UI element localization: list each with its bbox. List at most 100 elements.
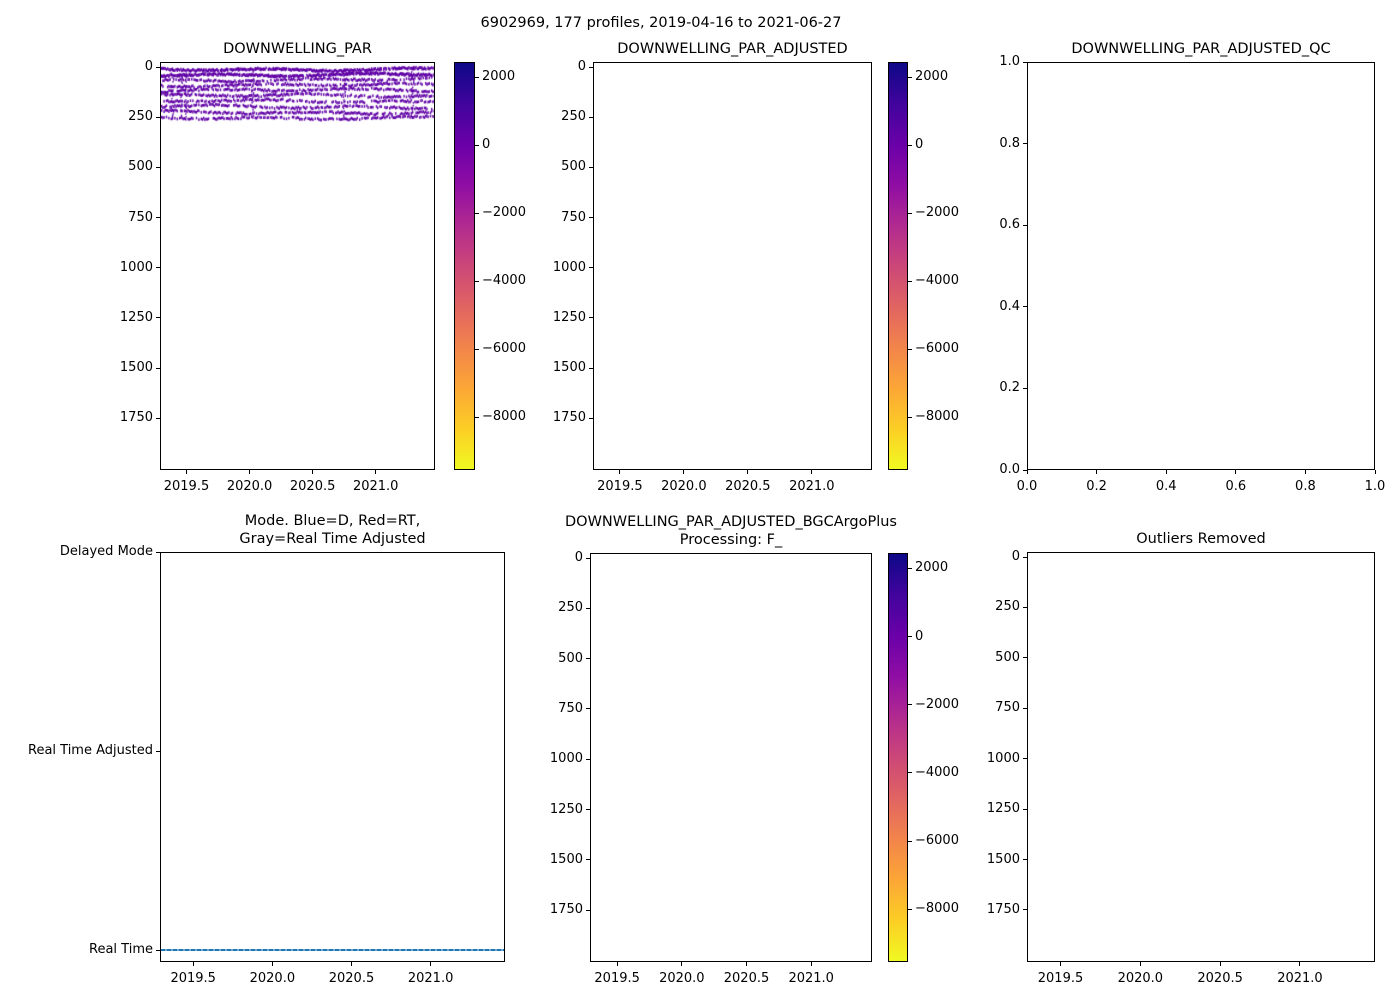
y-tick-label: 250 xyxy=(128,109,153,125)
x-tick-mark xyxy=(249,470,251,474)
y-tick-mark xyxy=(156,217,160,219)
y-tick-mark xyxy=(156,116,160,118)
y-tick-mark xyxy=(156,417,160,419)
y-tick-label: 1750 xyxy=(986,901,1020,917)
y-tick-mark xyxy=(586,658,590,660)
colorbar-tick-label: −2000 xyxy=(915,205,959,221)
x-tick-label: 2020.0 xyxy=(226,479,273,494)
y-tick-label: 1500 xyxy=(119,360,153,376)
outliers-removed-title: Outliers Removed xyxy=(967,530,1400,548)
y-tick-label: 1750 xyxy=(552,410,586,426)
x-tick-label: 2019.5 xyxy=(1037,971,1084,986)
colorbar-tick-label: −6000 xyxy=(915,833,959,848)
x-tick-label: 2019.5 xyxy=(170,971,216,986)
y-tick-label: 750 xyxy=(558,700,583,716)
colorbar-tick-mark xyxy=(908,76,912,78)
y-tick-label: 0 xyxy=(144,59,153,75)
colorbar-tick-mark xyxy=(908,908,912,910)
outliers-removed-title-line: Outliers Removed xyxy=(1136,531,1266,547)
y-tick-label: 1000 xyxy=(552,259,586,275)
colorbar-tick-mark xyxy=(908,840,912,842)
colorbar-tick-mark xyxy=(475,280,479,282)
downwelling-par-adjusted-bgcargoplus-plot-area xyxy=(590,553,872,962)
x-tick-mark xyxy=(192,962,194,966)
downwelling-par-adjusted-title: DOWNWELLING_PAR_ADJUSTED xyxy=(533,40,932,58)
colorbar-tick-label: 2000 xyxy=(482,69,516,85)
x-tick-mark xyxy=(810,962,812,966)
colorbar-tick-label: 2000 xyxy=(915,69,949,85)
outliers-removed-plot-area xyxy=(1027,552,1375,962)
colorbar-tick-label: −4000 xyxy=(482,273,526,289)
y-tick-mark xyxy=(589,66,593,68)
colorbar-tick-mark xyxy=(908,567,912,569)
downwelling-par-adjusted-colorbar xyxy=(888,62,908,470)
x-tick-mark xyxy=(746,962,748,966)
x-tick-label: 2020.5 xyxy=(328,971,375,986)
y-tick-mark xyxy=(1023,143,1027,145)
y-tick-label: 1500 xyxy=(552,360,586,376)
colorbar-tick-mark xyxy=(908,348,912,350)
y-tick-label: 1250 xyxy=(986,801,1020,817)
y-tick-mark xyxy=(586,607,590,609)
mode-title-line: Mode. Blue=D, Red=RT, xyxy=(244,513,421,529)
y-tick-mark xyxy=(1023,387,1027,389)
y-tick-label: 250 xyxy=(995,599,1020,615)
downwelling-par-colorbar xyxy=(454,62,475,470)
x-tick-mark xyxy=(1165,470,1167,474)
x-tick-label: 2021.0 xyxy=(352,479,399,494)
y-tick-label: 0 xyxy=(577,59,586,75)
mode-plot-area xyxy=(160,552,505,962)
y-tick-mark xyxy=(586,859,590,861)
mode-title: Mode. Blue=D, Red=RT, Gray=Real Time Adju… xyxy=(100,512,565,548)
colorbar-tick-mark xyxy=(908,212,912,214)
downwelling-par-adjusted-bgcargoplus-title-line: Processing: F_ xyxy=(679,532,783,548)
y-tick-label: 500 xyxy=(558,650,583,666)
mode-realtime-line xyxy=(161,948,504,952)
y-tick-mark xyxy=(589,417,593,419)
y-tick-mark xyxy=(586,557,590,559)
x-tick-label: 2020.0 xyxy=(249,971,296,986)
colorbar-tick-mark xyxy=(908,772,912,774)
downwelling-par-adjusted-bgcargoplus-title: DOWNWELLING_PAR_ADJUSTED_BGCArgoPlus Proc… xyxy=(530,513,932,549)
x-tick-mark xyxy=(312,470,314,474)
y-tick-mark xyxy=(156,166,160,168)
y-tick-label: 1000 xyxy=(986,750,1020,766)
y-tick-label: 1250 xyxy=(549,801,583,817)
x-tick-label: 2020.0 xyxy=(1117,971,1164,986)
y-tick-mark xyxy=(156,750,160,752)
y-tick-mark xyxy=(156,367,160,369)
colorbar-tick-label: 0 xyxy=(915,137,924,153)
figure-title: 6902969, 177 profiles, 2019-04-16 to 202… xyxy=(480,15,842,31)
colorbar-tick-label: −2000 xyxy=(482,205,526,221)
colorbar-tick-label: 0 xyxy=(915,628,924,644)
x-tick-mark xyxy=(185,470,187,474)
y-tick-label: 1250 xyxy=(119,309,153,325)
y-tick-mark xyxy=(589,166,593,168)
colorbar-tick-mark xyxy=(475,348,479,350)
y-tick-label: 250 xyxy=(558,600,583,616)
x-tick-mark xyxy=(350,962,352,966)
y-tick-mark xyxy=(156,317,160,319)
mode-title-line: Gray=Real Time Adjusted xyxy=(239,531,426,547)
y-tick-label: 1500 xyxy=(986,851,1020,867)
y-tick-mark xyxy=(589,267,593,269)
y-tick-mark xyxy=(589,317,593,319)
y-tick-label: 1250 xyxy=(552,309,586,325)
y-tick-mark xyxy=(156,267,160,269)
x-tick-label: 0.0 xyxy=(1016,479,1038,494)
downwelling-par-adjusted-plot-area xyxy=(593,62,872,470)
downwelling-par-adjusted-bgcargoplus-title-line: DOWNWELLING_PAR_ADJUSTED_BGCArgoPlus xyxy=(565,514,897,530)
colorbar-tick-label: 0 xyxy=(482,137,491,153)
y-tick-mark xyxy=(1023,808,1027,810)
x-tick-label: 2019.5 xyxy=(594,971,640,986)
x-tick-label: 2021.0 xyxy=(407,971,454,986)
y-tick-mark xyxy=(1023,556,1027,558)
y-tick-mark xyxy=(1023,606,1027,608)
colorbar-tick-mark xyxy=(475,144,479,146)
y-tick-mark xyxy=(589,367,593,369)
x-tick-label: 0.2 xyxy=(1086,479,1107,494)
y-tick-mark xyxy=(1023,224,1027,226)
x-tick-mark xyxy=(1374,470,1376,474)
x-tick-mark xyxy=(375,470,377,474)
x-tick-label: 2021.0 xyxy=(1277,971,1323,986)
